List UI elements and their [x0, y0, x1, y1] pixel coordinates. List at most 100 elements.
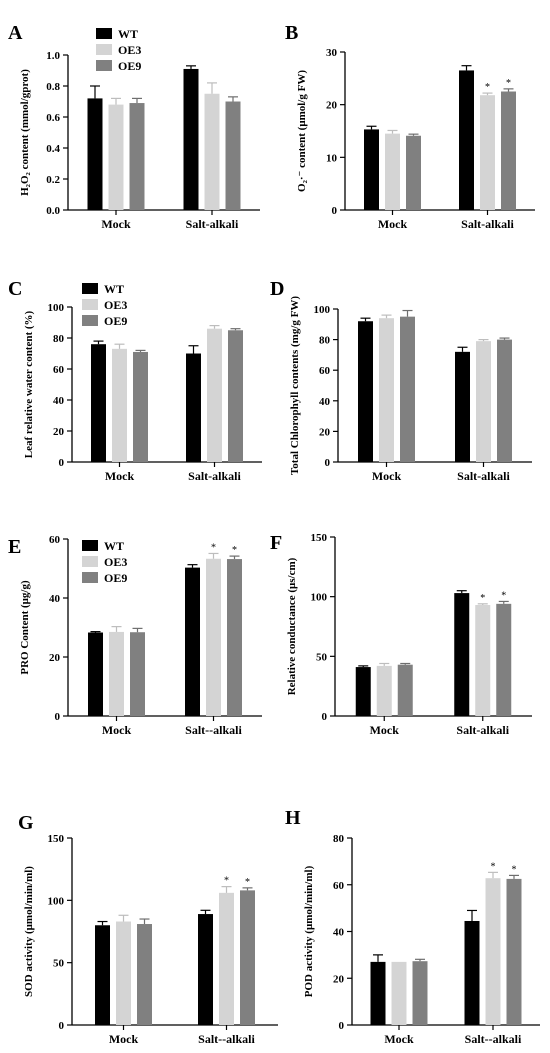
legend-label-wt: WT — [104, 539, 124, 553]
x-tick-label: Mock — [102, 723, 132, 737]
x-tick-label: Mock — [370, 723, 400, 737]
y-tick-label: 100 — [311, 592, 328, 604]
y-axis-title: O₂·⁻ content (μmol/g FW) — [296, 70, 308, 192]
bar-wt — [185, 567, 200, 716]
bar-oe3 — [204, 93, 220, 210]
significance-star: * — [224, 876, 229, 887]
x-tick-label: Mock — [384, 1032, 414, 1046]
bar-wt — [91, 344, 106, 462]
y-tick-label: 20 — [333, 973, 345, 985]
y-tick-label: 40 — [53, 395, 65, 407]
legend-swatch-oe3 — [82, 299, 98, 310]
bar-oe3 — [385, 133, 400, 210]
bar-wt — [459, 70, 474, 210]
bar-oe3 — [112, 348, 127, 462]
significance-star: * — [480, 593, 485, 604]
bar-oe9 — [240, 890, 255, 1025]
y-tick-label: 100 — [48, 895, 65, 907]
bar-oe9 — [501, 91, 516, 210]
bar-wt — [87, 98, 103, 210]
y-tick-label: 30 — [326, 47, 338, 59]
y-tick-label: 150 — [311, 532, 328, 544]
panel-letter: D — [270, 278, 284, 300]
y-tick-label: 0 — [55, 711, 61, 723]
bar-oe3 — [485, 878, 501, 1025]
y-tick-label: 0.8 — [46, 81, 60, 93]
panel-letter: B — [285, 22, 298, 44]
y-tick-label: 0.6 — [46, 112, 60, 124]
bar-oe9 — [496, 603, 512, 716]
y-tick-label: 80 — [333, 833, 345, 845]
significance-star: * — [232, 545, 237, 556]
bar-oe9 — [406, 135, 421, 210]
bar-oe3 — [476, 341, 491, 462]
significance-star: * — [485, 82, 490, 93]
bar-oe3 — [379, 318, 394, 462]
y-tick-label: 0 — [339, 1020, 345, 1032]
y-tick-label: 100 — [314, 304, 331, 316]
y-tick-label: 0.0 — [46, 205, 60, 217]
y-tick-label: 60 — [333, 880, 345, 892]
bar-oe9 — [397, 664, 413, 716]
legend-label-oe9: OE9 — [104, 314, 127, 328]
bar-oe3 — [480, 95, 495, 210]
y-axis-title: Leaf relative water content (%) — [23, 310, 35, 458]
legend-label-wt: WT — [118, 27, 138, 41]
x-tick-label: Salt--alkali — [185, 723, 242, 737]
y-tick-label: 50 — [316, 651, 328, 663]
bar-wt — [183, 68, 199, 210]
bar-oe3 — [391, 961, 407, 1025]
chart-panel-b: B 0 10 20 30 O₂·⁻ content (μmol/g FW) Mock Salt… — [285, 22, 535, 231]
bar-oe3 — [109, 631, 124, 716]
y-tick-label: 20 — [319, 426, 331, 438]
y-tick-label: 40 — [49, 593, 61, 605]
bar-wt — [358, 321, 373, 462]
bar-wt — [370, 961, 386, 1025]
y-tick-label: 10 — [326, 152, 338, 164]
legend-label-oe9: OE9 — [104, 571, 127, 585]
x-tick-label: Mock — [101, 217, 131, 231]
x-tick-label: Mock — [109, 1032, 139, 1046]
bar-wt — [198, 914, 213, 1025]
legend-swatch-oe9 — [96, 60, 112, 71]
chart-panel-e: E 0 20 40 60 PRO Content (μg/g) Mock Salt--alka… — [8, 534, 262, 737]
bar-wt — [455, 351, 470, 462]
bar-wt — [88, 632, 103, 716]
x-tick-label: Salt--alkali — [465, 1032, 522, 1046]
y-tick-label: 150 — [48, 833, 65, 845]
y-tick-label: 0 — [59, 457, 65, 469]
legend-label-wt: WT — [104, 282, 124, 296]
significance-star: * — [491, 861, 496, 872]
bar-wt — [464, 920, 480, 1025]
bar-oe3 — [376, 665, 392, 716]
bar-oe9 — [228, 330, 243, 462]
chart-panel-d: D 0 20 40 60 80 100 Total Chlorophyll contents … — [270, 278, 532, 483]
chart-panel-c: C 0 20 40 60 80 100 Leaf relative water content… — [8, 278, 262, 483]
bar-oe9 — [506, 878, 522, 1025]
y-tick-label: 0 — [59, 1020, 65, 1032]
legend-swatch-oe3 — [96, 44, 112, 55]
y-tick-label: 80 — [53, 333, 65, 345]
y-axis-title: SOD activity (μmol/min/ml) — [23, 866, 35, 997]
legend-label-oe3: OE3 — [104, 555, 127, 569]
y-tick-label: 1.0 — [46, 50, 60, 62]
x-tick-label: Mock — [105, 469, 135, 483]
y-tick-label: 60 — [319, 365, 331, 377]
panel-letter: F — [270, 532, 282, 554]
bar-wt — [454, 593, 470, 716]
legend-label-oe3: OE3 — [118, 43, 141, 57]
legend-label-oe9: OE9 — [118, 59, 141, 73]
legend-label-oe3: OE3 — [104, 298, 127, 312]
bar-oe9 — [129, 103, 145, 210]
bar-oe3 — [475, 605, 491, 716]
significance-star: * — [211, 542, 216, 553]
bar-oe9 — [225, 101, 241, 210]
y-tick-label: 20 — [53, 426, 65, 438]
legend-swatch-oe9 — [82, 315, 98, 326]
y-axis-title: PRO Content (μg/g) — [19, 580, 31, 675]
significance-star: * — [245, 877, 250, 888]
y-tick-label: 0 — [322, 711, 328, 723]
chart-panel-f: F 0 50 100 150 Relative conductance (μs/cm) Mo… — [270, 532, 532, 737]
y-axis-title: POD activity (μmol/min/ml) — [303, 865, 315, 997]
